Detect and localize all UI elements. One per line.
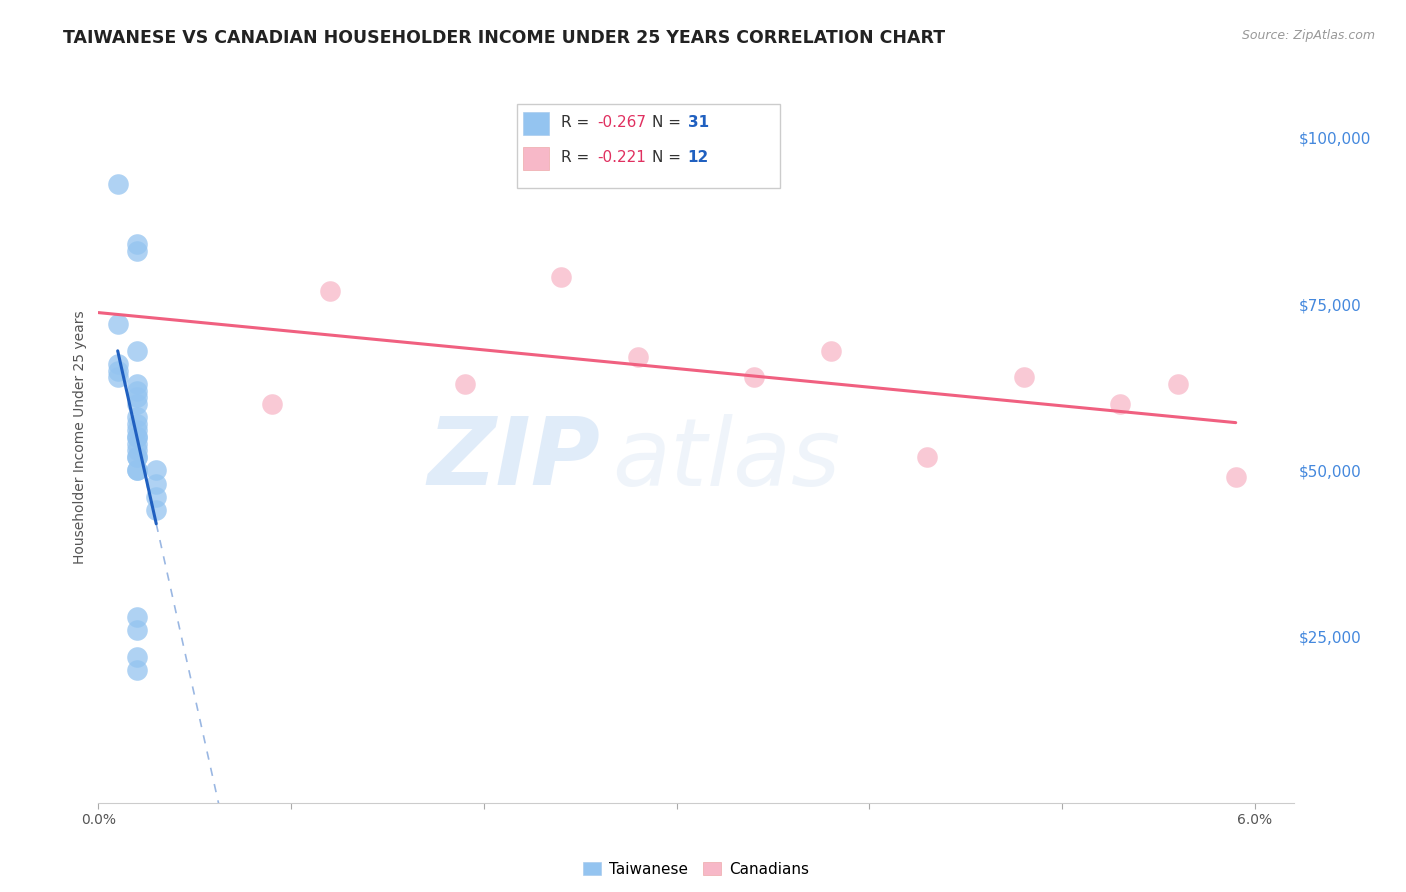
Point [125, 424, 148, 438]
Point [1167, 376, 1189, 391]
Text: TAIWANESE VS CANADIAN HOUSEHOLDER INCOME UNDER 25 YEARS CORRELATION CHART: TAIWANESE VS CANADIAN HOUSEHOLDER INCOME… [63, 29, 945, 47]
Point [742, 370, 765, 384]
Point [1225, 470, 1247, 484]
Text: R =: R = [561, 115, 595, 130]
Point [125, 436, 148, 450]
Text: 31: 31 [688, 115, 709, 130]
Point [125, 237, 148, 252]
FancyBboxPatch shape [523, 146, 548, 170]
Point [125, 430, 148, 444]
Point [107, 178, 129, 192]
Point [125, 450, 148, 464]
Point [125, 410, 148, 425]
Point [917, 450, 939, 464]
Point [145, 463, 167, 477]
Point [260, 397, 283, 411]
Y-axis label: Householder Income Under 25 years: Householder Income Under 25 years [73, 310, 87, 564]
FancyBboxPatch shape [523, 112, 548, 135]
Point [125, 623, 148, 637]
Text: N =: N = [652, 150, 686, 165]
Point [107, 363, 129, 377]
Point [145, 476, 167, 491]
Point [627, 351, 650, 365]
Point [125, 450, 148, 464]
Text: R =: R = [561, 150, 595, 165]
Point [319, 284, 342, 298]
Text: -0.221: -0.221 [596, 150, 645, 165]
FancyBboxPatch shape [517, 104, 779, 188]
Point [125, 463, 148, 477]
Point [107, 370, 129, 384]
Point [1012, 370, 1035, 384]
Point [453, 376, 475, 391]
Point [125, 609, 148, 624]
Point [125, 649, 148, 664]
Text: 12: 12 [688, 150, 709, 165]
Point [145, 503, 167, 517]
Text: N =: N = [652, 115, 686, 130]
Point [107, 317, 129, 331]
Point [550, 270, 572, 285]
Text: ZIP: ZIP [427, 413, 600, 505]
Point [125, 343, 148, 358]
Point [820, 343, 842, 358]
Point [125, 244, 148, 258]
Text: atlas: atlas [613, 414, 841, 505]
Point [125, 376, 148, 391]
Point [1109, 397, 1132, 411]
Point [145, 490, 167, 504]
Text: Source: ZipAtlas.com: Source: ZipAtlas.com [1241, 29, 1375, 43]
Text: -0.267: -0.267 [596, 115, 645, 130]
Point [125, 663, 148, 677]
Legend: Taiwanese, Canadians: Taiwanese, Canadians [576, 855, 815, 883]
Point [125, 397, 148, 411]
Point [125, 417, 148, 431]
Point [125, 463, 148, 477]
Point [125, 390, 148, 404]
Point [125, 384, 148, 398]
Point [125, 430, 148, 444]
Point [107, 357, 129, 371]
Point [125, 443, 148, 458]
